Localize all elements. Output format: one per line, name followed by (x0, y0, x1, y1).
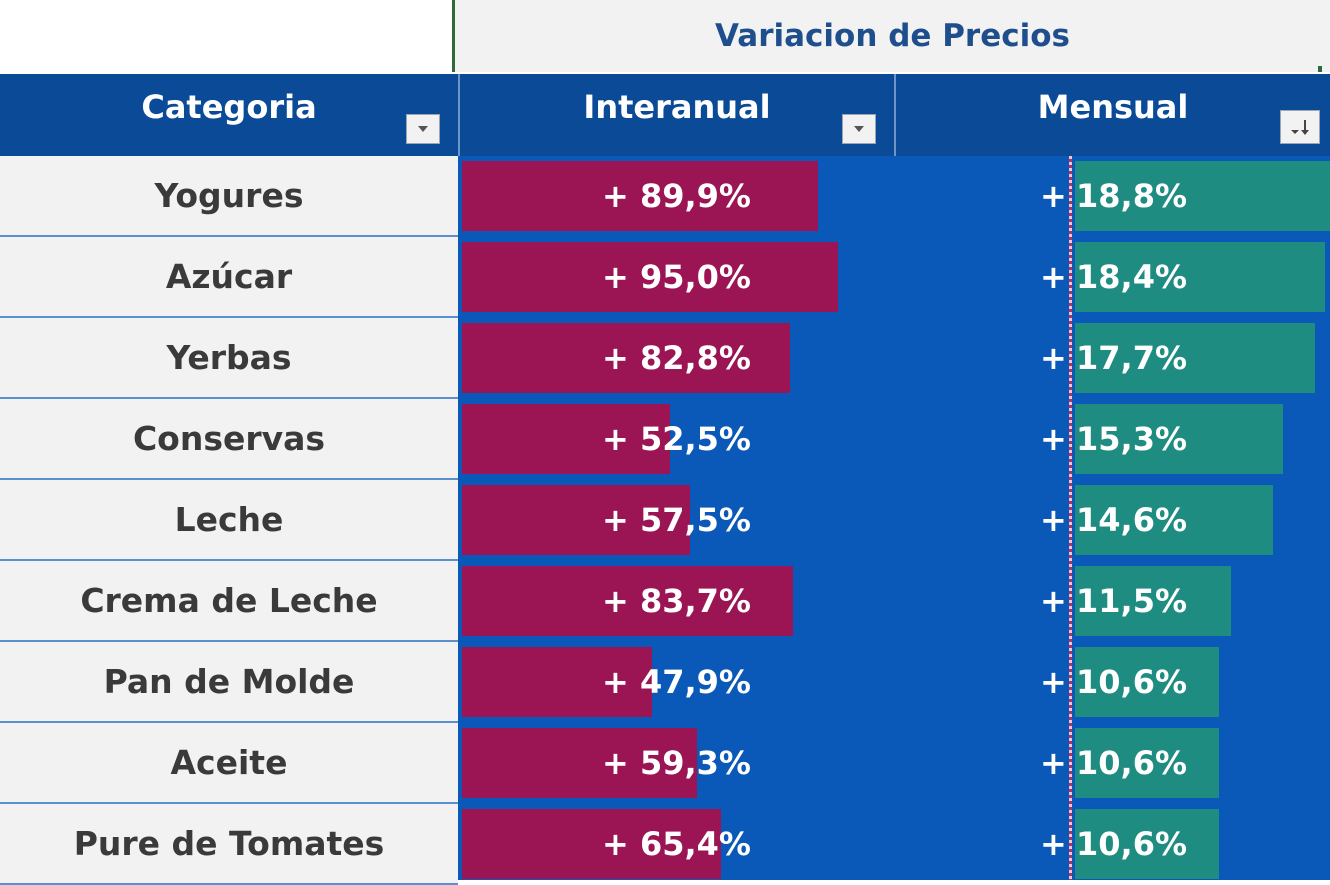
interanual-value: + 47,9% (602, 663, 751, 701)
mensual-value: 10,6% (1076, 825, 1188, 863)
interanual-value: + 89,9% (602, 177, 751, 215)
mensual-sign: + (1040, 339, 1067, 377)
header-mensual: Mensual (894, 74, 1330, 156)
mensual-sign: + (1040, 825, 1067, 863)
cell-selection-mark (1318, 66, 1322, 72)
mensual-value: 18,4% (1076, 258, 1188, 296)
interanual-value: + 82,8% (602, 339, 751, 377)
mensual-value: 17,7% (1076, 339, 1188, 377)
filter-dropdown-interanual[interactable] (842, 114, 876, 144)
interanual-bar (462, 161, 818, 231)
interanual-value: + 57,5% (602, 501, 751, 539)
mensual-sign: + (1040, 663, 1067, 701)
empty-cell (0, 0, 452, 72)
header-categoria-label: Categoria (141, 88, 317, 126)
mensual-bar (1075, 485, 1273, 555)
sort-dropdown-mensual[interactable] (1280, 110, 1320, 144)
interanual-bar (462, 809, 721, 879)
categoria-cell: Azúcar (0, 237, 458, 318)
mensual-value: 14,6% (1076, 501, 1188, 539)
mensual-bar (1075, 728, 1219, 798)
mensual-bar (1075, 647, 1219, 717)
dropdown-arrow-icon (418, 126, 428, 132)
mensual-value: 11,5% (1076, 582, 1188, 620)
header-interanual: Interanual (458, 74, 894, 156)
categoria-cell: Leche (0, 480, 458, 561)
mensual-sign: + (1040, 744, 1067, 782)
table-title-text: Variacion de Precios (714, 18, 1070, 54)
mensual-bar (1075, 161, 1330, 231)
mensual-sign: + (1040, 258, 1067, 296)
categoria-column: Yogures Azúcar Yerbas Conservas Leche Crema d… (0, 156, 458, 885)
interanual-value: + 95,0% (602, 258, 751, 296)
dropdown-arrow-icon (854, 126, 864, 132)
interanual-value: + 83,7% (602, 582, 751, 620)
interanual-bar (462, 323, 790, 393)
header-interanual-label: Interanual (583, 88, 771, 126)
mensual-bar (1075, 242, 1325, 312)
categoria-cell: Pan de Molde (0, 642, 458, 723)
mensual-value: 10,6% (1076, 663, 1188, 701)
interanual-bar (462, 647, 652, 717)
mensual-value: 10,6% (1076, 744, 1188, 782)
interanual-bar (462, 728, 697, 798)
mensual-value: 18,8% (1076, 177, 1188, 215)
interanual-value: + 65,4% (602, 825, 751, 863)
mensual-sign: + (1040, 582, 1067, 620)
mensual-axis-line (1069, 156, 1072, 880)
categoria-cell: Yogures (0, 156, 458, 237)
mensual-sign: + (1040, 501, 1067, 539)
sort-descending-icon (1291, 120, 1309, 135)
categoria-cell: Aceite (0, 723, 458, 804)
mensual-sign: + (1040, 177, 1067, 215)
mensual-bar (1075, 566, 1231, 636)
interanual-bar (462, 242, 838, 312)
categoria-cell: Yerbas (0, 318, 458, 399)
categoria-cell: Pure de Tomates (0, 804, 458, 885)
interanual-value: + 52,5% (602, 420, 751, 458)
interanual-value: + 59,3% (602, 744, 751, 782)
filter-dropdown-categoria[interactable] (406, 114, 440, 144)
interanual-bar (462, 404, 670, 474)
categoria-cell: Conservas (0, 399, 458, 480)
mensual-bar (1075, 404, 1283, 474)
interanual-bar (462, 485, 690, 555)
interanual-bar (462, 566, 793, 636)
mensual-sign: + (1040, 420, 1067, 458)
mensual-bar (1075, 809, 1219, 879)
mensual-bar (1075, 323, 1315, 393)
header-mensual-label: Mensual (1037, 88, 1189, 126)
mensual-value: 15,3% (1076, 420, 1188, 458)
table-title: Variacion de Precios (452, 0, 1330, 72)
categoria-cell: Crema de Leche (0, 561, 458, 642)
header-categoria: Categoria (0, 74, 458, 156)
